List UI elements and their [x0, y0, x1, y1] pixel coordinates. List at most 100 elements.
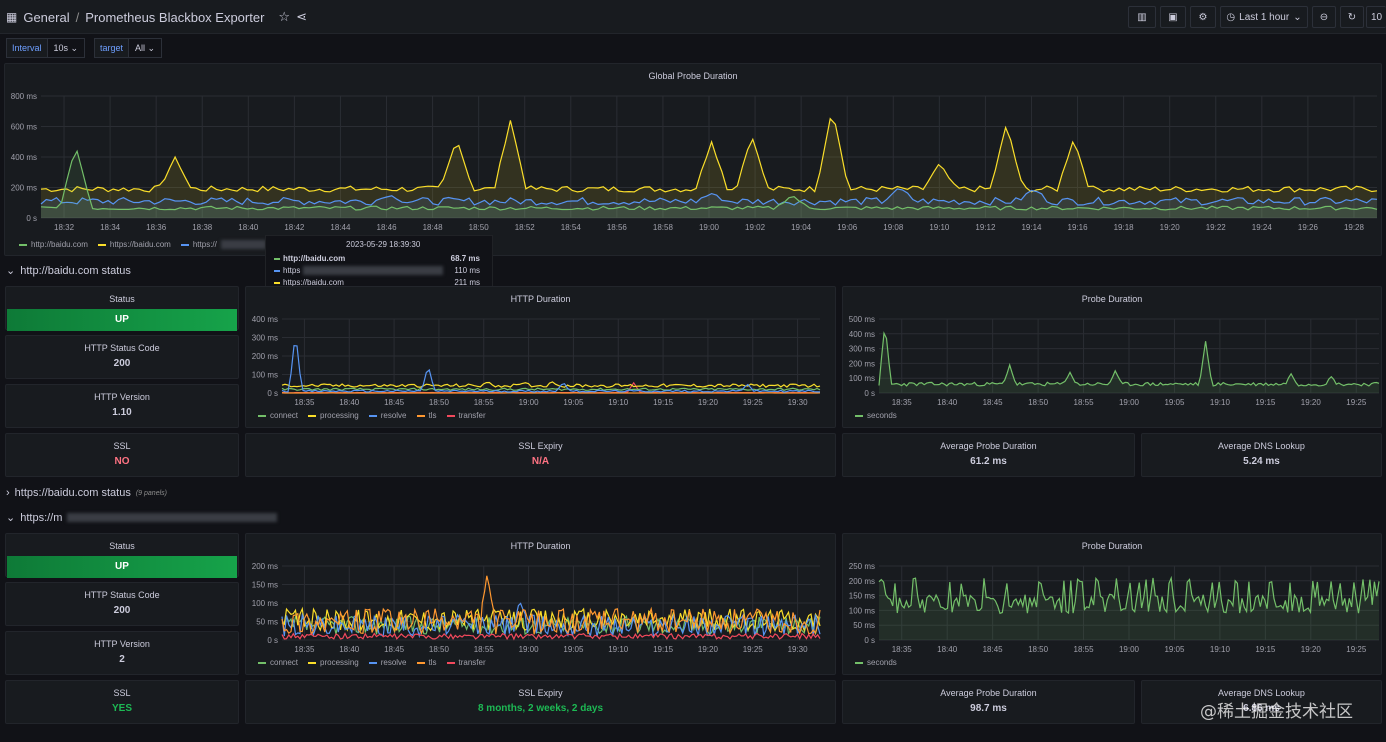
- x-tick-label: 19:25: [1346, 645, 1367, 654]
- ssl-panel[interactable]: SSL NO: [5, 433, 239, 477]
- ssl-expiry-panel[interactable]: SSL Expiry N/A: [245, 433, 836, 477]
- http-version-panel[interactable]: HTTP Version 2: [5, 631, 239, 675]
- http-duration-chart[interactable]: 200 ms 150 ms 100 ms 50 ms 0 s 18:35 18:40 18:4…: [246, 534, 835, 674]
- probe-legend: seconds: [855, 411, 897, 420]
- refresh-button[interactable]: ↻: [1340, 6, 1364, 28]
- legend-item[interactable]: connect: [258, 411, 298, 420]
- row-panel-count: (9 panels): [135, 489, 167, 497]
- y-tick-label: 0 s: [267, 389, 278, 398]
- http-baidu-series-line: [40, 149, 1378, 211]
- http-status-code-panel[interactable]: HTTP Status Code 200: [5, 582, 239, 626]
- legend-label: https://: [192, 240, 217, 249]
- x-tick-label: 18:55: [1074, 398, 1095, 407]
- y-tick-label: 0 s: [267, 636, 278, 645]
- legend-label: processing: [320, 411, 359, 420]
- probe-duration-panel[interactable]: Probe Duration 250 ms 200 ms 150 ms 100 ms 50…: [842, 533, 1382, 675]
- legend-item[interactable]: resolve: [368, 658, 407, 667]
- legend-label: processing: [320, 658, 359, 667]
- row-https-third[interactable]: ⌄ https://m: [6, 511, 278, 524]
- x-tick-label: 19:08: [883, 223, 904, 232]
- http-duration-chart[interactable]: 400 ms 300 ms 200 ms 100 ms 0 s 18:35 18:40 18:…: [246, 287, 835, 427]
- legend-label: tls: [428, 658, 437, 667]
- y-tick-label: 400 ms: [849, 330, 875, 339]
- y-tick-label: 200 ms: [252, 352, 278, 361]
- status-panel[interactable]: Status UP: [5, 533, 239, 578]
- x-tick-label: 18:50: [1028, 645, 1049, 654]
- time-picker[interactable]: ◷ Last 1 hour ⌄: [1220, 6, 1308, 28]
- average-probe-duration-panel[interactable]: Average Probe Duration 61.2 ms: [842, 433, 1135, 477]
- y-tick-label: 0 s: [864, 389, 875, 398]
- legend-item[interactable]: tls: [416, 411, 437, 420]
- legend-item[interactable]: seconds: [855, 411, 897, 420]
- legend-item[interactable]: processing: [308, 658, 359, 667]
- average-dns-lookup-panel[interactable]: Average DNS Lookup 6.86 ms: [1141, 680, 1382, 724]
- refresh-icon: ↻: [1347, 11, 1357, 23]
- share-icon[interactable]: ⋖: [296, 9, 307, 24]
- breadcrumb: ▦ General / Prometheus Blackbox Exporter…: [6, 9, 307, 25]
- add-panel-button[interactable]: ▥: [1128, 6, 1156, 28]
- x-tick-label: 18:55: [474, 645, 495, 654]
- x-tick-label: 19:00: [519, 645, 540, 654]
- legend-item[interactable]: https://: [180, 240, 266, 249]
- redacted-text: [67, 513, 278, 522]
- probe-duration-chart[interactable]: 250 ms 200 ms 150 ms 100 ms 50 ms 0 s 18:35 18:…: [843, 534, 1381, 674]
- ssl-expiry-panel[interactable]: SSL Expiry 8 months, 2 weeks, 2 days: [245, 680, 836, 724]
- stat-value: NO: [114, 456, 130, 467]
- average-dns-lookup-panel[interactable]: Average DNS Lookup 5.24 ms: [1141, 433, 1382, 477]
- refresh-interval-picker[interactable]: 10: [1366, 6, 1386, 28]
- legend-label: transfer: [458, 658, 486, 667]
- legend-item[interactable]: resolve: [368, 411, 407, 420]
- x-tick-label: 18:40: [937, 645, 958, 654]
- row-http-baidu[interactable]: ⌄ http://baidu.com status: [6, 264, 131, 278]
- panel-title: Global Probe Duration: [648, 71, 738, 81]
- http-version-panel[interactable]: HTTP Version 1.10: [5, 384, 239, 428]
- save-dashboard-button[interactable]: ▣: [1160, 6, 1186, 28]
- http-duration-panel[interactable]: HTTP Duration 400 ms 300 ms 200 ms 100 ms 0 s…: [245, 286, 836, 428]
- x-tick-label: 18:50: [469, 223, 490, 232]
- probe-legend: seconds: [855, 658, 897, 667]
- http-status-code-panel[interactable]: HTTP Status Code 200: [5, 335, 239, 379]
- star-icon[interactable]: ☆: [278, 9, 291, 24]
- legend-item[interactable]: transfer: [446, 658, 486, 667]
- legend-label: seconds: [867, 411, 897, 420]
- y-tick-label: 200 ms: [849, 577, 875, 586]
- legend-item[interactable]: https://baidu.com: [97, 240, 171, 249]
- x-tick-label: 19:15: [653, 398, 674, 407]
- legend-item[interactable]: transfer: [446, 411, 486, 420]
- x-tick-label: 18:50: [429, 645, 450, 654]
- breadcrumb-root[interactable]: General: [23, 9, 70, 25]
- zoom-out-button[interactable]: ⊖: [1312, 6, 1336, 28]
- redacted-text: [220, 240, 266, 249]
- http-duration-panel[interactable]: HTTP Duration 200 ms 150 ms 100 ms 50 ms 0 s 1…: [245, 533, 836, 675]
- watermark: @稀土掘金技术社区: [1200, 702, 1353, 722]
- global-probe-duration-panel[interactable]: Global Probe Duration 800 ms 600 ms 400 ms…: [4, 63, 1382, 256]
- x-tick-label: 19:02: [745, 223, 766, 232]
- global-probe-chart[interactable]: 800 ms 600 ms 400 ms 200 ms 0 s 18:32 18:34 18:…: [5, 64, 1381, 255]
- legend-item[interactable]: connect: [258, 658, 298, 667]
- legend-item[interactable]: tls: [416, 658, 437, 667]
- dashboard-title[interactable]: Prometheus Blackbox Exporter: [85, 9, 265, 25]
- legend-item[interactable]: seconds: [855, 658, 897, 667]
- x-tick-label: 19:10: [608, 398, 629, 407]
- target-select[interactable]: All ⌄: [129, 38, 163, 58]
- ssl-panel[interactable]: SSL YES: [5, 680, 239, 724]
- dashboards-grid-icon[interactable]: ▦: [6, 10, 18, 24]
- legend-item[interactable]: processing: [308, 411, 359, 420]
- interval-select[interactable]: 10s ⌄: [47, 38, 86, 58]
- average-probe-duration-panel[interactable]: Average Probe Duration 98.7 ms: [842, 680, 1135, 724]
- chart-tooltip: 2023-05-29 18:39:30 http://baidu.com 68.7…: [265, 235, 493, 293]
- probe-duration-chart[interactable]: 500 ms 400 ms 300 ms 200 ms 100 ms 0 s 18:35 18…: [843, 287, 1381, 427]
- x-tick-label: 18:45: [983, 398, 1004, 407]
- y-tick-label: 50 ms: [853, 621, 875, 630]
- x-tick-label: 18:56: [607, 223, 628, 232]
- settings-button[interactable]: ⚙: [1190, 6, 1216, 28]
- y-tick-label: 200 ms: [252, 562, 278, 571]
- probe-duration-panel[interactable]: Probe Duration 500 ms 400 ms 300 ms 200 ms 10…: [842, 286, 1382, 428]
- row-https-baidu[interactable]: › https://baidu.com status (9 panels): [6, 487, 167, 499]
- legend-item[interactable]: http://baidu.com: [19, 240, 88, 249]
- stat-value: 8 months, 2 weeks, 2 days: [477, 703, 604, 714]
- x-tick-label: 19:00: [1119, 398, 1140, 407]
- x-tick-label: 18:42: [284, 223, 305, 232]
- status-panel[interactable]: Status UP: [5, 286, 239, 331]
- x-tick-label: 18:46: [377, 223, 398, 232]
